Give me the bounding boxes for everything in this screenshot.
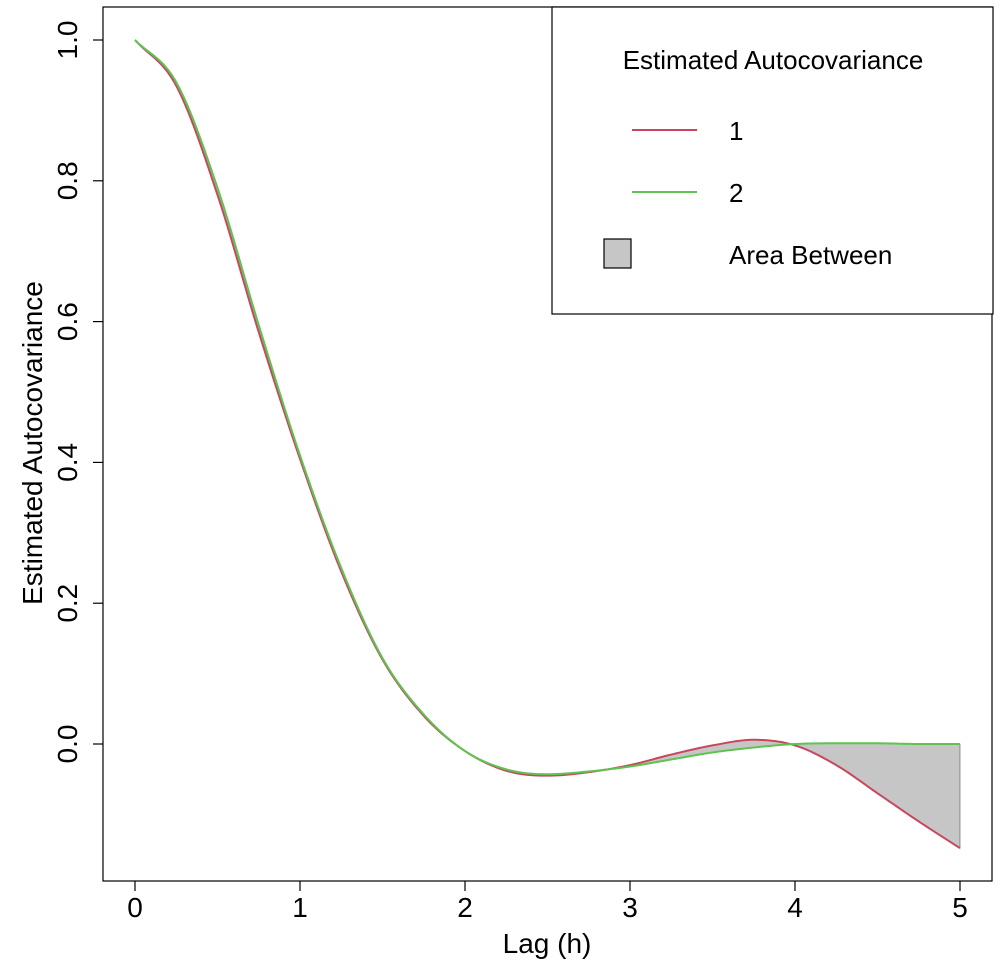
- x-tick-label-0: 0: [127, 892, 143, 923]
- x-tick-label-5: 5: [952, 892, 968, 923]
- legend-title: Estimated Autocovariance: [623, 45, 924, 75]
- y-tick-label-0: 0.0: [52, 725, 83, 764]
- legend-label-series-1: 1: [729, 116, 743, 146]
- x-axis-title: Lag (h): [503, 928, 592, 959]
- y-tick-label-5: 1.0: [52, 21, 83, 60]
- legend-label-series-2: 2: [729, 178, 743, 208]
- legend-area-swatch: [603, 238, 632, 269]
- series-line-2: [134, 39, 960, 776]
- x-tick-label-1: 1: [292, 892, 308, 923]
- legend: Estimated Autocovariance 1 2 Area Betwee…: [551, 6, 994, 315]
- series-line-1: [134, 39, 961, 850]
- x-tick-label-4: 4: [787, 892, 803, 923]
- y-tick-label-3: 0.6: [52, 302, 83, 341]
- y-tick-label-4: 0.8: [52, 161, 83, 200]
- x-tick-label-2: 2: [457, 892, 473, 923]
- plot-frame: [102, 6, 993, 882]
- x-tick-label-3: 3: [622, 892, 638, 923]
- legend-label-area-between: Area Between: [729, 240, 892, 270]
- y-tick-label-2: 0.4: [52, 443, 83, 482]
- y-tick-label-1: 0.2: [52, 584, 83, 623]
- y-axis-title: Estimated Autocovariance: [17, 281, 48, 605]
